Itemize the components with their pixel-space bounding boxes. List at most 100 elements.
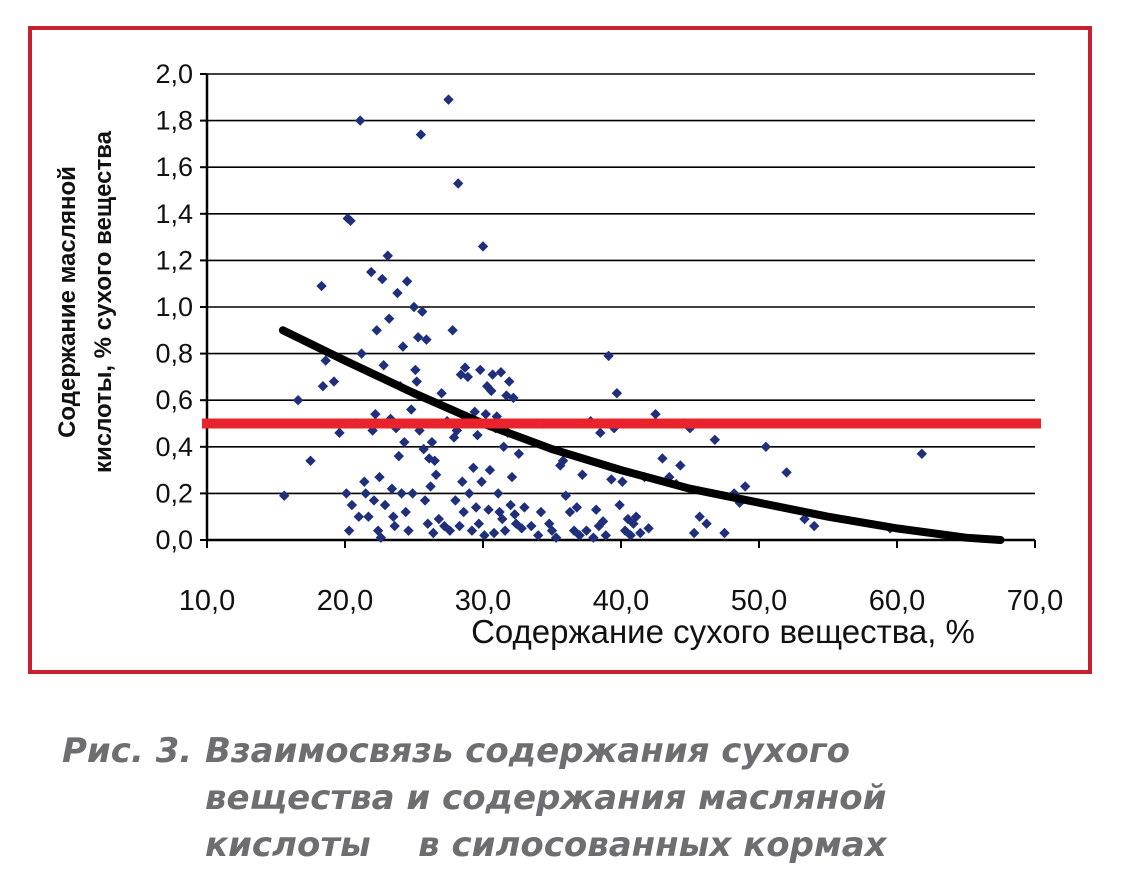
data-point bbox=[535, 506, 547, 518]
data-point bbox=[354, 115, 366, 126]
y-tick-label: 1,6 bbox=[155, 152, 193, 182]
caption-line-1: Взаимосвязь содержания сухого bbox=[205, 731, 851, 771]
data-point bbox=[428, 527, 439, 539]
data-point bbox=[433, 513, 445, 525]
data-point bbox=[497, 513, 508, 525]
data-point bbox=[375, 532, 387, 543]
data-point bbox=[657, 453, 668, 464]
data-point bbox=[408, 301, 420, 313]
data-point bbox=[473, 518, 485, 529]
data-point bbox=[401, 276, 413, 287]
data-point bbox=[444, 525, 456, 536]
data-point bbox=[480, 408, 491, 420]
data-point bbox=[426, 436, 438, 448]
data-point bbox=[614, 499, 625, 511]
data-point bbox=[799, 513, 810, 525]
data-point bbox=[470, 502, 482, 513]
data-point bbox=[597, 516, 609, 527]
data-point bbox=[425, 481, 436, 492]
data-point bbox=[593, 520, 605, 532]
data-point bbox=[650, 408, 661, 420]
data-point bbox=[377, 273, 388, 285]
data-point bbox=[396, 488, 407, 499]
caption-line-2: вещества и содержания масляной bbox=[205, 778, 887, 818]
data-point bbox=[498, 441, 509, 452]
data-point bbox=[389, 520, 400, 532]
data-point bbox=[459, 362, 471, 373]
data-point bbox=[341, 488, 352, 499]
data-point bbox=[606, 474, 617, 485]
data-point bbox=[499, 525, 511, 536]
y-tick-label: 0,8 bbox=[155, 339, 193, 369]
x-tick-label: 20,0 bbox=[317, 585, 373, 617]
trend-line bbox=[278, 326, 1005, 544]
data-point bbox=[611, 388, 623, 399]
data-point bbox=[472, 429, 483, 441]
y-tick-label: 0,2 bbox=[155, 478, 193, 508]
data-point bbox=[664, 471, 675, 483]
data-point bbox=[382, 250, 393, 261]
data-point bbox=[590, 504, 602, 515]
y-axis-label-line-2: кислоты, % сухого вещества bbox=[90, 130, 117, 473]
data-point bbox=[452, 178, 464, 189]
data-point bbox=[343, 525, 355, 536]
chart-frame bbox=[28, 26, 1092, 674]
data-point bbox=[305, 455, 316, 466]
x-tick-label: 40,0 bbox=[593, 585, 649, 617]
x-tick-label: 30,0 bbox=[455, 585, 511, 617]
y-tick-label: 2,0 bbox=[155, 59, 193, 89]
data-point bbox=[334, 427, 345, 439]
data-point bbox=[588, 532, 599, 543]
data-point bbox=[643, 523, 654, 534]
data-point bbox=[399, 436, 410, 448]
x-tick-label: 50,0 bbox=[731, 585, 787, 617]
data-point bbox=[574, 530, 585, 541]
data-point bbox=[603, 350, 614, 362]
data-point bbox=[505, 499, 516, 511]
caption-line-3: кислоты в силосованных кормах bbox=[205, 825, 887, 865]
data-point bbox=[379, 499, 391, 511]
y-tick-label: 0,0 bbox=[155, 525, 193, 555]
data-point bbox=[464, 488, 475, 499]
data-point bbox=[393, 450, 405, 462]
data-point bbox=[701, 518, 712, 529]
y-tick-label: 0,6 bbox=[155, 385, 193, 415]
data-point bbox=[383, 313, 395, 324]
data-point bbox=[429, 455, 440, 466]
data-point bbox=[477, 241, 489, 252]
caption-number: Рис. 3. bbox=[62, 731, 193, 771]
data-point bbox=[370, 408, 381, 420]
x-tick-label: 60,0 bbox=[869, 585, 925, 617]
data-point bbox=[694, 511, 705, 522]
data-point bbox=[366, 266, 377, 278]
data-point bbox=[317, 381, 329, 392]
data-point bbox=[388, 511, 399, 522]
data-point bbox=[508, 392, 519, 404]
x-axis-label: Содержание сухого вещества, % bbox=[471, 613, 975, 650]
data-point bbox=[419, 495, 431, 506]
data-point bbox=[595, 427, 606, 439]
data-point bbox=[450, 495, 461, 506]
x-tick-label: 10,0 bbox=[179, 585, 235, 617]
data-point bbox=[600, 530, 612, 541]
data-point bbox=[625, 530, 636, 541]
data-point bbox=[675, 460, 686, 471]
data-point bbox=[345, 215, 356, 226]
y-tick-label: 1,4 bbox=[155, 199, 193, 229]
data-point bbox=[560, 490, 571, 501]
data-point bbox=[483, 504, 494, 515]
data-point bbox=[488, 527, 500, 539]
data-point bbox=[415, 129, 427, 140]
data-point bbox=[781, 467, 792, 478]
data-point bbox=[328, 376, 340, 387]
y-axis-label: Содержание масляной кислоты, % сухого ве… bbox=[54, 130, 117, 473]
data-point bbox=[571, 502, 583, 513]
data-point bbox=[368, 495, 380, 506]
data-point bbox=[628, 518, 639, 529]
data-point bbox=[581, 525, 592, 536]
data-point bbox=[447, 325, 458, 336]
data-point bbox=[709, 434, 721, 446]
data-point bbox=[320, 355, 331, 366]
data-point bbox=[436, 388, 447, 399]
